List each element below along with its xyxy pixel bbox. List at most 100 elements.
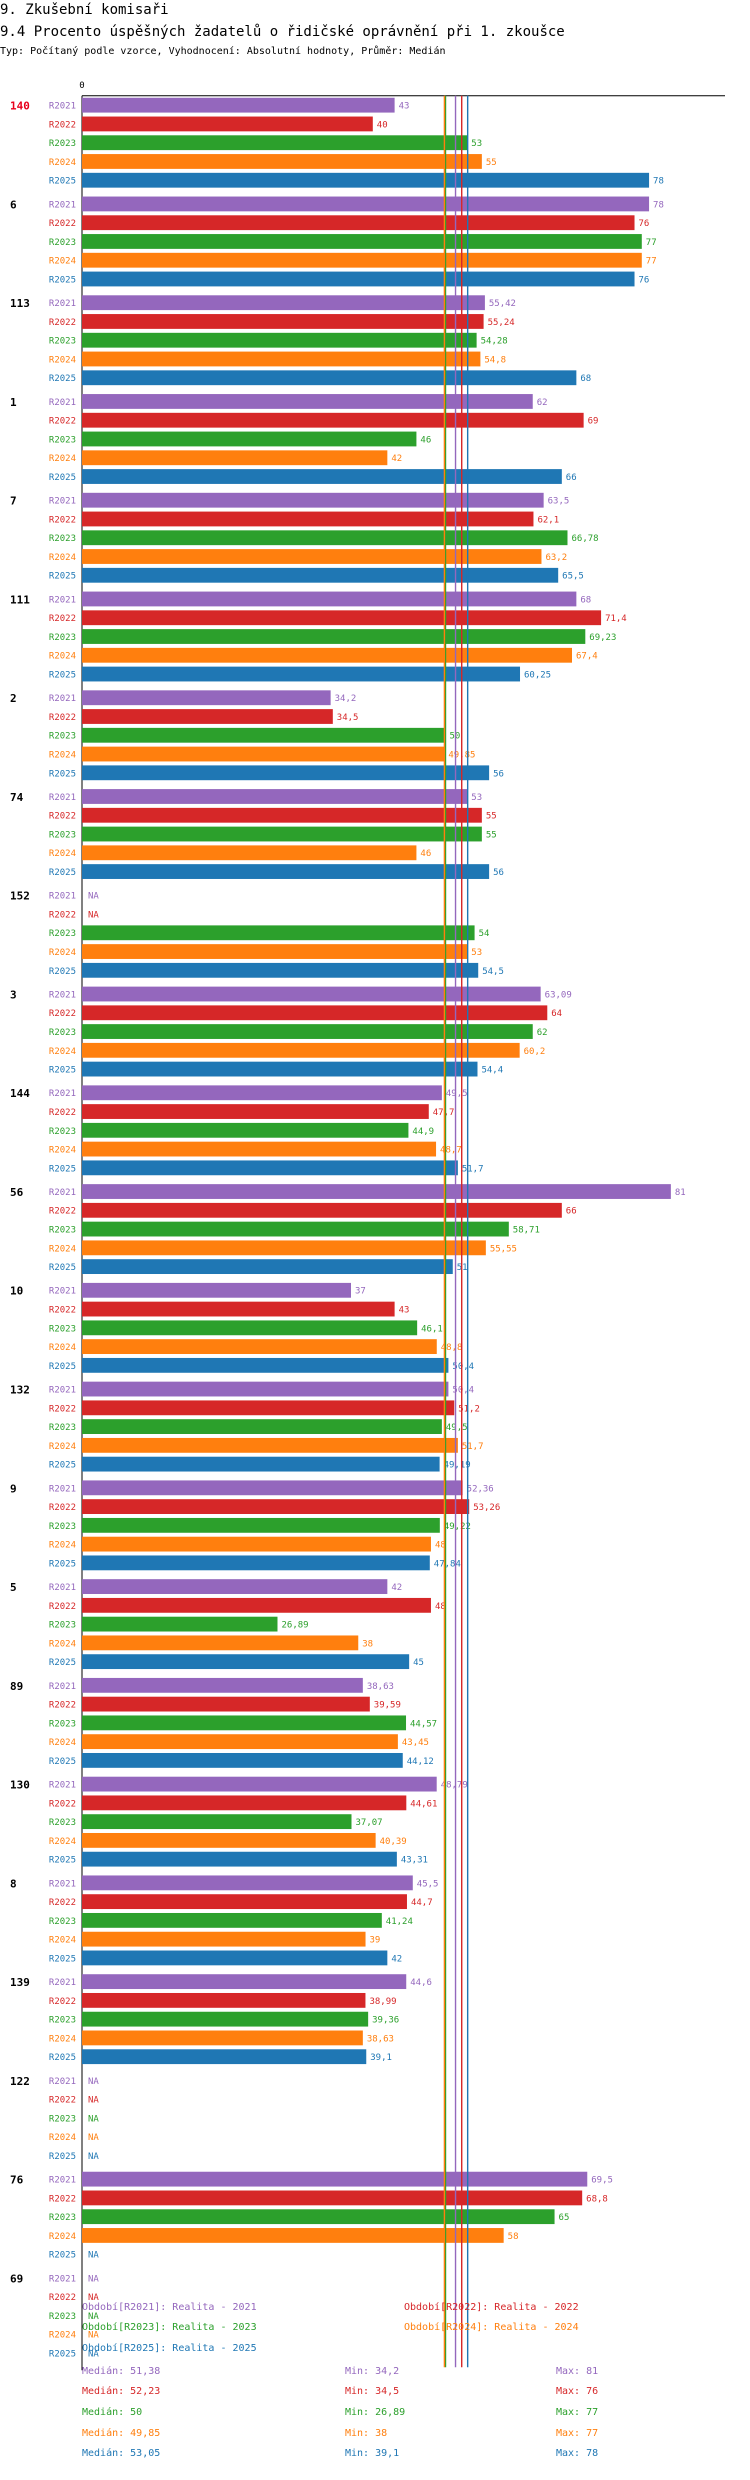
- bar: [82, 1301, 395, 1317]
- series-label: R2025: [49, 1954, 76, 1964]
- bar: [82, 1024, 533, 1039]
- group-label: 139: [10, 1976, 30, 1989]
- series-label: R2022: [49, 2096, 76, 2106]
- data-label: 34,2: [335, 694, 357, 704]
- group-label: 1: [10, 396, 17, 409]
- data-label: 51,7: [462, 1442, 484, 1452]
- group-label: 122: [10, 2075, 30, 2088]
- group-label: 111: [10, 593, 30, 606]
- series-label: R2023: [49, 2312, 76, 2322]
- bar: [82, 1894, 407, 1910]
- data-label: 55,55: [490, 1244, 517, 1254]
- bar: [82, 1579, 388, 1594]
- data-label: 44,57: [410, 1719, 437, 1729]
- data-label-na: NA: [88, 2331, 99, 2341]
- bar: [82, 647, 572, 663]
- series-label: R2024: [49, 1244, 76, 1254]
- group-label: 152: [10, 890, 30, 903]
- series-label: R2021: [49, 793, 76, 803]
- series-label: R2024: [49, 2133, 76, 2143]
- bar: [82, 549, 542, 564]
- series-label: R2023: [49, 633, 76, 643]
- series-label: R2023: [49, 1127, 76, 1137]
- bar: [82, 1061, 478, 1077]
- data-label: 78: [653, 177, 664, 187]
- series-label: R2021: [49, 1188, 76, 1198]
- data-label: 43,45: [402, 1738, 429, 1748]
- series-label: R2023: [49, 1719, 76, 1729]
- series-label: R2025: [49, 2152, 76, 2162]
- data-label: 71,4: [605, 614, 627, 624]
- group-label: 9: [10, 1482, 17, 1495]
- data-label: 68,8: [586, 2194, 608, 2204]
- bar: [82, 1776, 437, 1792]
- data-label: 76: [639, 219, 650, 229]
- bar: [82, 690, 331, 706]
- bar: [82, 1240, 486, 1256]
- data-label: 51,7: [462, 1164, 484, 1174]
- bar: [82, 1734, 398, 1750]
- series-label: R2021: [49, 1781, 76, 1791]
- data-label: 77: [646, 238, 657, 248]
- group-label: 69: [10, 2272, 23, 2285]
- data-label: 48,8: [441, 1343, 463, 1353]
- bar: [82, 1320, 418, 1336]
- series-label: R2025: [49, 1362, 76, 1372]
- data-label: 47,7: [433, 1108, 455, 1118]
- bar: [82, 135, 468, 151]
- series-label: R2025: [49, 1263, 76, 1273]
- bar: [82, 154, 482, 169]
- bar: [82, 394, 533, 409]
- bar: [82, 1419, 442, 1434]
- bar: [82, 412, 584, 428]
- data-label: 48,7: [440, 1146, 462, 1156]
- data-label: 67,4: [576, 652, 598, 662]
- bar: [82, 746, 445, 762]
- data-label: 69,23: [589, 633, 616, 643]
- data-label: 56: [493, 868, 504, 878]
- data-label: 46,1: [421, 1324, 443, 1334]
- data-label: 54,4: [481, 1066, 503, 1076]
- data-label: 66: [566, 1207, 577, 1217]
- series-label: R2021: [49, 991, 76, 1001]
- series-label: R2021: [49, 102, 76, 112]
- data-label: 45: [413, 1658, 424, 1668]
- data-label: 63,2: [545, 553, 567, 563]
- data-label: 55,42: [489, 299, 516, 309]
- bar: [82, 1851, 397, 1867]
- data-label: 39: [370, 1936, 381, 1946]
- bar: [82, 332, 477, 348]
- series-label: R2024: [49, 751, 76, 761]
- series-label: R2025: [49, 2349, 76, 2359]
- bar: [82, 1517, 440, 1533]
- bar: [82, 530, 568, 546]
- data-label-na: NA: [88, 2096, 99, 2106]
- series-label: R2021: [49, 1386, 76, 1396]
- stat-min: Min: 34,2: [345, 2366, 400, 2377]
- data-label: 66,78: [571, 534, 598, 544]
- series-label: R2024: [49, 553, 76, 563]
- data-label: 49,5: [446, 1089, 468, 1099]
- data-label: 54,8: [484, 355, 506, 365]
- data-label: 44,12: [407, 1757, 434, 1767]
- data-label: 43: [399, 102, 410, 112]
- bar: [82, 709, 333, 724]
- data-label: 48: [435, 1541, 446, 1551]
- data-label: 55: [486, 831, 497, 841]
- series-label: R2022: [49, 2293, 76, 2303]
- series-label: R2024: [49, 454, 76, 464]
- series-label: R2025: [49, 769, 76, 779]
- series-label: R2025: [49, 1559, 76, 1569]
- stat-max: Max: 76: [556, 2386, 599, 2397]
- bar: [82, 1616, 278, 1632]
- bar: [82, 610, 602, 626]
- data-label: 46: [420, 849, 431, 859]
- bar: [82, 116, 373, 132]
- series-label: R2025: [49, 1461, 76, 1471]
- data-label: 56: [493, 769, 504, 779]
- series-label: R2023: [49, 1522, 76, 1532]
- series-label: R2025: [49, 572, 76, 582]
- bar: [82, 1357, 449, 1373]
- series-label: R2022: [49, 812, 76, 822]
- series-label: R2024: [49, 948, 76, 958]
